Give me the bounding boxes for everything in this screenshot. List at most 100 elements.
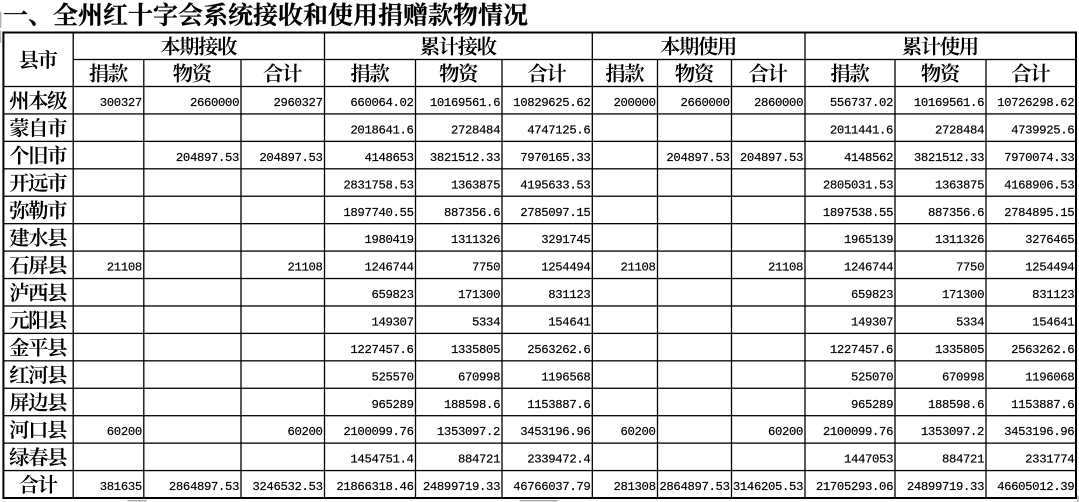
svg-text:4739925.6: 4739925.6 [1011,123,1074,137]
svg-text:204897.53: 204897.53 [259,151,322,165]
svg-text:2728484: 2728484 [451,123,500,137]
svg-text:3453196.96: 3453196.96 [1004,425,1074,439]
svg-text:60200: 60200 [287,425,322,439]
svg-text:21866318.46: 21866318.46 [336,480,413,494]
svg-text:3821512.33: 3821512.33 [430,151,500,165]
svg-text:2864897.53: 2864897.53 [169,480,239,494]
svg-text:2339472.4: 2339472.4 [527,453,590,467]
svg-text:2864897.53: 2864897.53 [659,480,729,494]
svg-text:7750: 7750 [472,261,500,275]
svg-text:1335805: 1335805 [935,343,984,357]
svg-text:21108: 21108 [287,261,322,275]
svg-text:1897740.55: 1897740.55 [343,206,413,220]
svg-text:1454751.4: 1454751.4 [350,453,413,467]
svg-text:281308: 281308 [613,480,655,494]
svg-text:60200: 60200 [107,425,142,439]
svg-text:2563262.6: 2563262.6 [527,343,590,357]
svg-text:7970165.33: 7970165.33 [520,151,590,165]
svg-text:884721: 884721 [942,453,984,467]
svg-text:884721: 884721 [458,453,500,467]
svg-text:2011441.6: 2011441.6 [830,123,893,137]
svg-text:300327: 300327 [100,96,142,110]
svg-text:670998: 670998 [458,370,500,384]
svg-text:1447053: 1447053 [844,453,893,467]
svg-text:965289: 965289 [371,398,413,412]
svg-text:1246744: 1246744 [364,261,413,275]
svg-text:1965139: 1965139 [844,233,893,247]
svg-text:2960327: 2960327 [273,96,322,110]
svg-text:1311326: 1311326 [451,233,500,247]
svg-text:7750: 7750 [956,261,984,275]
svg-text:2785097.15: 2785097.15 [520,206,590,220]
svg-text:3246532.53: 3246532.53 [252,480,322,494]
svg-text:2563262.6: 2563262.6 [1011,343,1074,357]
svg-text:2831758.53: 2831758.53 [343,178,413,192]
svg-text:2018641.6: 2018641.6 [350,123,413,137]
svg-text:204897.53: 204897.53 [666,151,729,165]
svg-text:2805031.53: 2805031.53 [823,178,893,192]
svg-text:525070: 525070 [851,370,893,384]
svg-text:1335805: 1335805 [451,343,500,357]
svg-text:5334: 5334 [956,316,984,330]
svg-text:188598.6: 188598.6 [444,398,500,412]
svg-text:24899719.33: 24899719.33 [907,480,984,494]
svg-text:2860000: 2860000 [754,96,803,110]
svg-text:60200: 60200 [768,425,803,439]
svg-text:46766037.79: 46766037.79 [513,480,590,494]
svg-text:171300: 171300 [458,288,500,302]
svg-text:1353097.2: 1353097.2 [437,425,500,439]
svg-text:1246744: 1246744 [844,261,893,275]
svg-text:4747125.6: 4747125.6 [527,123,590,137]
svg-text:1153887.6: 1153887.6 [1011,398,1074,412]
svg-text:21108: 21108 [107,261,142,275]
svg-text:2331774: 2331774 [1025,453,1074,467]
svg-text:10726298.62: 10726298.62 [997,96,1074,110]
svg-text:1363875: 1363875 [451,178,500,192]
svg-text:556737.02: 556737.02 [830,96,893,110]
svg-text:1254494: 1254494 [1025,261,1074,275]
svg-text:1353097.2: 1353097.2 [921,425,984,439]
svg-text:2784895.15: 2784895.15 [1004,206,1074,220]
svg-text:4168906.53: 4168906.53 [1004,178,1074,192]
svg-text:1254494: 1254494 [541,261,590,275]
svg-text:670998: 670998 [942,370,984,384]
svg-text:659823: 659823 [371,288,413,302]
svg-text:4148562: 4148562 [844,151,893,165]
svg-text:1311326: 1311326 [935,233,984,247]
svg-text:154641: 154641 [1032,316,1074,330]
svg-text:3453196.96: 3453196.96 [520,425,590,439]
svg-text:1196568: 1196568 [541,370,590,384]
svg-text:4148653: 4148653 [364,151,413,165]
svg-text:887356.6: 887356.6 [928,206,984,220]
svg-text:60200: 60200 [620,425,655,439]
svg-text:2660000: 2660000 [680,96,729,110]
svg-text:21108: 21108 [768,261,803,275]
svg-text:1153887.6: 1153887.6 [527,398,590,412]
svg-text:3291745: 3291745 [541,233,590,247]
svg-text:3276465: 3276465 [1025,233,1074,247]
svg-text:21705293.06: 21705293.06 [816,480,893,494]
svg-text:1227457.6: 1227457.6 [350,343,413,357]
svg-text:381635: 381635 [100,480,142,494]
svg-text:200000: 200000 [613,96,655,110]
svg-text:831123: 831123 [1032,288,1074,302]
svg-text:154641: 154641 [548,316,590,330]
svg-text:204897.53: 204897.53 [740,151,803,165]
svg-text:525570: 525570 [371,370,413,384]
svg-text:10829625.62: 10829625.62 [513,96,590,110]
svg-text:1363875: 1363875 [935,178,984,192]
svg-text:1897538.55: 1897538.55 [823,206,893,220]
svg-text:3146205.53: 3146205.53 [733,480,803,494]
svg-text:171300: 171300 [942,288,984,302]
svg-text:7970074.33: 7970074.33 [1004,151,1074,165]
svg-text:831123: 831123 [548,288,590,302]
svg-text:659823: 659823 [851,288,893,302]
svg-text:887356.6: 887356.6 [444,206,500,220]
svg-text:149307: 149307 [371,316,413,330]
svg-text:2728484: 2728484 [935,123,984,137]
svg-text:204897.53: 204897.53 [176,151,239,165]
svg-text:1196068: 1196068 [1025,370,1074,384]
svg-text:2660000: 2660000 [190,96,239,110]
svg-text:965289: 965289 [851,398,893,412]
svg-text:1227457.6: 1227457.6 [830,343,893,357]
